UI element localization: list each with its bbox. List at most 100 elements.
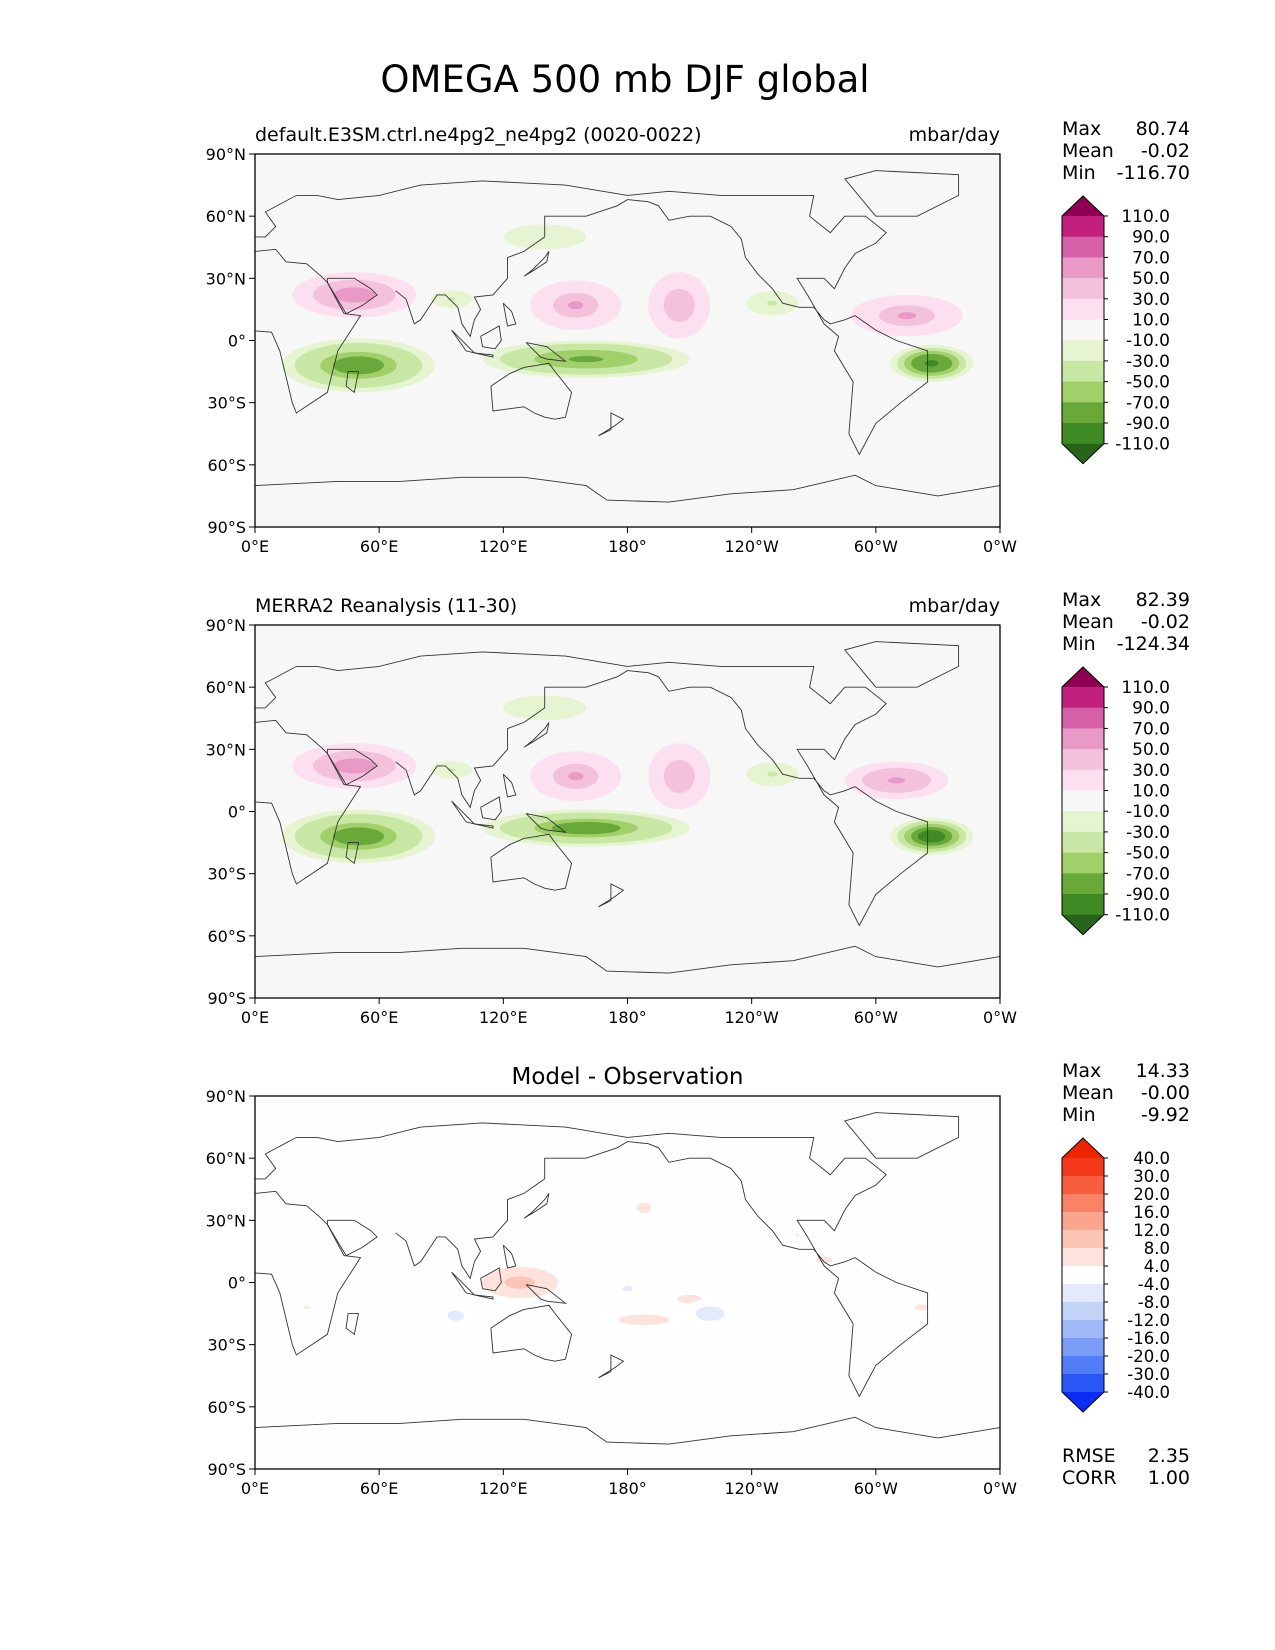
coastline	[326, 748, 378, 786]
colorbar-segment	[1062, 257, 1104, 279]
colorbar-segment	[1062, 236, 1104, 258]
panel-units: mbar/day	[909, 124, 1000, 146]
colorbar-label: 30.0	[1132, 761, 1170, 781]
coastline	[255, 474, 1000, 503]
x-tick-label: 0°E	[241, 1008, 269, 1027]
y-tick-label: 30°S	[207, 865, 246, 884]
stat-label: Max	[1062, 589, 1101, 611]
contour-feature	[741, 759, 804, 789]
contour-level	[635, 1318, 653, 1322]
colorbar-label: -90.0	[1126, 885, 1170, 905]
coastline	[598, 1354, 625, 1379]
colorbar-label: -110.0	[1115, 435, 1170, 455]
colorbar-label: -110.0	[1115, 906, 1170, 926]
coastline	[523, 251, 550, 277]
x-tick-label: 120°E	[479, 1008, 528, 1027]
stat-value: -9.92	[1141, 1104, 1190, 1126]
contour-level	[625, 1287, 630, 1291]
colorbar-extend-max	[1062, 667, 1104, 687]
contour-feature	[851, 294, 963, 337]
y-tick-label: 90°S	[207, 1460, 246, 1479]
colorbar-label: -30.0	[1127, 1365, 1170, 1384]
colorbar-label: 30.0	[1133, 1167, 1170, 1186]
colorbar-extend-min	[1062, 1392, 1104, 1412]
contour-feature	[592, 1309, 696, 1331]
x-tick-label: 0°W	[983, 1479, 1017, 1498]
y-tick-label: 60°S	[207, 1398, 246, 1417]
contour-level	[447, 297, 456, 301]
colorbar-label: 20.0	[1133, 1185, 1170, 1204]
colorbar-label: 12.0	[1133, 1221, 1170, 1240]
colorbar-label: 10.0	[1132, 311, 1170, 331]
colorbar-label: -16.0	[1127, 1329, 1170, 1348]
panel-title: Model - Observation	[511, 1064, 743, 1090]
colorbar-segment	[1062, 790, 1104, 812]
contour-level	[305, 1306, 309, 1309]
stat-value: 82.39	[1136, 589, 1190, 611]
colorbar-segment	[1062, 1284, 1104, 1303]
contour-level	[674, 299, 685, 311]
colorbar-label: 4.0	[1144, 1257, 1170, 1276]
x-tick-label: 120°W	[724, 1008, 779, 1027]
colorbar-segment	[1062, 1320, 1104, 1339]
colorbar-segment	[1062, 1248, 1104, 1267]
contour-feature	[530, 280, 622, 331]
colorbar-segment	[1062, 1194, 1104, 1213]
contour-feature	[439, 1305, 473, 1327]
colorbar-label: 90.0	[1132, 228, 1170, 248]
coastline	[451, 1271, 476, 1296]
y-tick-label: 30°N	[206, 269, 246, 288]
y-tick-label: 0°	[228, 332, 246, 351]
y-tick-label: 90°N	[206, 145, 246, 164]
colorbar-segment	[1062, 1158, 1104, 1177]
contour-feature	[281, 809, 436, 864]
map-panel: 0°E 60°E 120°E 180° 120°W 60°W 0°W 90°N 60°N 30°N…	[206, 1060, 1190, 1498]
colorbar-label: -8.0	[1138, 1293, 1170, 1312]
coastline	[255, 651, 929, 927]
contour-level	[767, 300, 778, 306]
contour-level	[343, 762, 365, 770]
x-tick-label: 0°W	[983, 1008, 1017, 1027]
contour-feature	[648, 272, 711, 339]
colorbar-label: -90.0	[1126, 414, 1170, 434]
coastlines	[255, 641, 1000, 974]
contour-level	[568, 356, 604, 363]
contour-level	[674, 770, 685, 782]
contour-feature	[807, 1253, 841, 1266]
contour-level	[568, 824, 604, 832]
coastline	[255, 1190, 362, 1356]
x-tick-label: 60°E	[360, 1008, 398, 1027]
colorbar: 40.030.020.016.012.08.04.0-4.0-8.0-12.0-…	[1061, 1137, 1170, 1413]
colorbar-label: 16.0	[1133, 1203, 1170, 1222]
metric-label: RMSE	[1062, 1445, 1116, 1467]
contour-feature	[298, 1303, 316, 1312]
colorbar-segment	[1062, 360, 1104, 383]
colorbar-segment	[1062, 707, 1104, 729]
stat-label: Mean	[1062, 611, 1114, 633]
colorbar: 110.090.070.050.030.010.0-10.0-30.0-50.0…	[1061, 195, 1170, 465]
x-tick-label: 0°W	[983, 537, 1017, 556]
colorbar-segment	[1062, 811, 1104, 833]
coastline	[525, 342, 567, 362]
coastline	[523, 722, 550, 748]
coastline	[345, 842, 360, 865]
colorbar-label: -10.0	[1126, 802, 1170, 822]
contour-feature	[908, 1301, 934, 1314]
colorbar-label: 30.0	[1132, 290, 1170, 310]
coastline	[326, 277, 378, 315]
coastline	[474, 823, 494, 829]
contour-feature	[741, 288, 804, 318]
contour-level	[897, 312, 917, 320]
x-tick-label: 60°W	[854, 1479, 898, 1498]
colorbar-segment	[1062, 1338, 1104, 1357]
coastline	[345, 1313, 360, 1336]
contour-feature	[681, 1299, 740, 1329]
coastline	[844, 1112, 960, 1159]
colorbar-segment	[1062, 423, 1104, 445]
contour-level	[924, 360, 939, 367]
colorbar-label: 70.0	[1132, 719, 1170, 739]
colorbar-label: -30.0	[1126, 352, 1170, 372]
colorbar-segment	[1062, 402, 1104, 424]
x-tick-label: 120°E	[479, 537, 528, 556]
colorbar-extend-max	[1062, 1138, 1104, 1158]
